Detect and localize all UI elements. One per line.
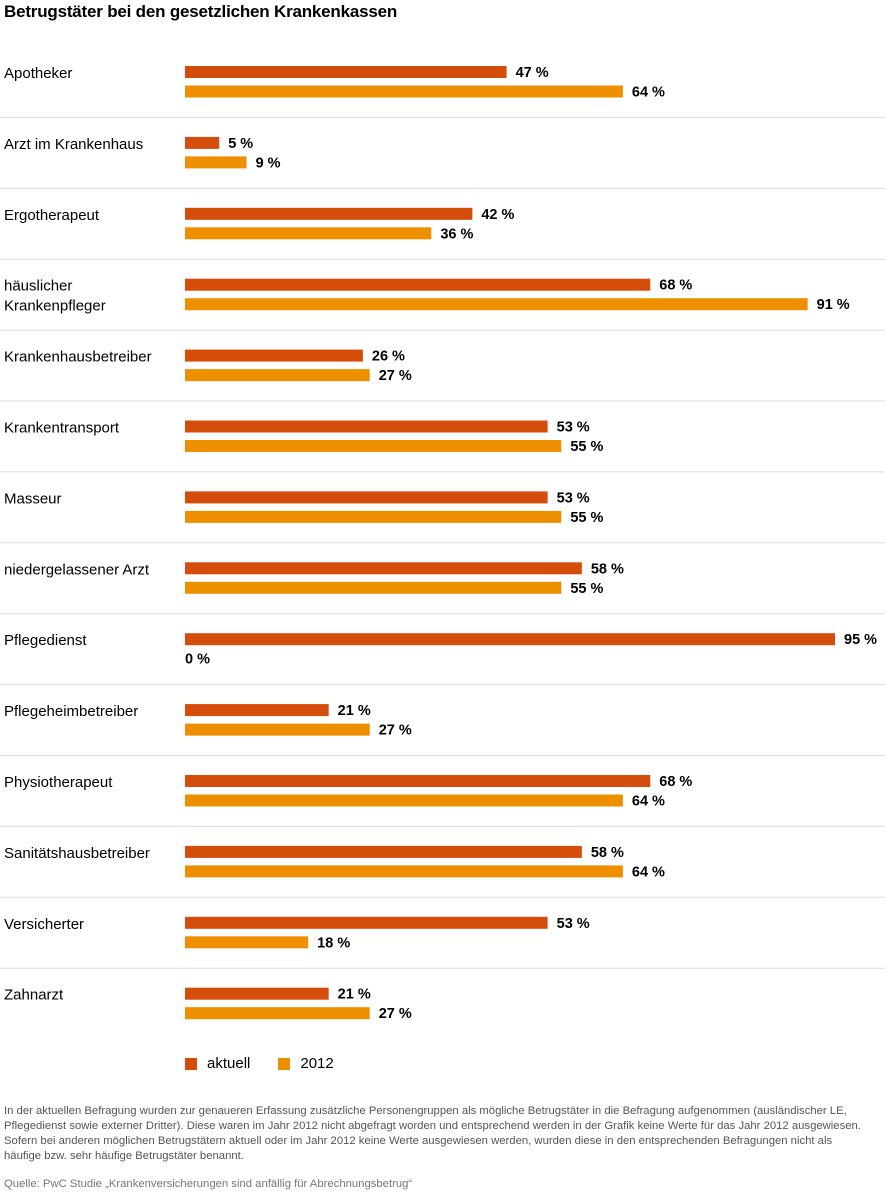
- bar-aktuell: [185, 562, 582, 575]
- value-label: 21 %: [338, 703, 371, 719]
- bar-2012: [185, 865, 623, 878]
- bar-aktuell: [185, 987, 329, 1000]
- category-label: Versicherter: [4, 916, 84, 933]
- value-label: 64 %: [632, 794, 665, 810]
- value-label: 9 %: [256, 155, 281, 171]
- bar-2012: [185, 510, 562, 523]
- bar-aktuell: [185, 704, 329, 717]
- bar-aktuell: [185, 136, 220, 149]
- bar-2012: [185, 936, 309, 949]
- legend-label: 2012: [300, 1055, 334, 1072]
- value-label: 55 %: [570, 510, 603, 526]
- category-label: Krankenhausbetreiber: [4, 349, 152, 366]
- bar-aktuell: [185, 207, 473, 220]
- value-label: 21 %: [338, 987, 371, 1003]
- bar-aktuell: [185, 633, 835, 646]
- bar-aktuell: [185, 278, 651, 291]
- value-label: 64 %: [632, 864, 665, 880]
- legend-swatch: [185, 1057, 197, 1070]
- category-label: Arzt im Krankenhaus: [4, 136, 143, 153]
- value-label: 18 %: [317, 935, 350, 951]
- value-label: 53 %: [557, 490, 590, 506]
- value-label: 27 %: [379, 368, 412, 384]
- category-label: häuslicher Krankenpfleger: [4, 278, 106, 315]
- value-label: 26 %: [372, 349, 405, 365]
- value-label: 95 %: [844, 632, 877, 648]
- value-label: 55 %: [570, 581, 603, 597]
- chart-title: Betrugstäter bei den gesetzlichen Kranke…: [4, 2, 398, 21]
- bar-aktuell: [185, 916, 548, 929]
- bar-aktuell: [185, 775, 651, 787]
- category-label: Pflegedienst: [4, 632, 87, 649]
- category-label: niedergelassener Arzt: [4, 561, 150, 578]
- category-label: Sanitätshausbetreiber: [4, 845, 150, 862]
- category-label: Physiotherapeut: [4, 774, 113, 791]
- bar-2012: [185, 85, 623, 98]
- source-note: Quelle: PwC Studie „Krankenversicherunge…: [4, 1178, 413, 1190]
- bar-2012: [185, 156, 247, 169]
- legend-swatch: [278, 1057, 291, 1070]
- value-label: 27 %: [379, 1006, 412, 1022]
- category-label: Masseur: [4, 490, 62, 507]
- value-label: 58 %: [591, 845, 624, 861]
- value-label: 68 %: [659, 278, 692, 294]
- category-label: Apotheker: [4, 65, 72, 82]
- bar-2012: [185, 440, 562, 452]
- legend-item: aktuell: [185, 1055, 250, 1072]
- bar-2012: [185, 794, 623, 807]
- legend: aktuell 2012: [185, 1055, 362, 1072]
- bar-2012: [185, 227, 432, 240]
- value-label: 27 %: [379, 723, 412, 739]
- value-label: 53 %: [557, 916, 590, 932]
- value-label: 58 %: [591, 561, 624, 577]
- bar-aktuell: [185, 491, 548, 504]
- value-label: 64 %: [632, 85, 665, 101]
- bar-2012: [185, 369, 370, 382]
- value-label: 53 %: [557, 420, 590, 436]
- value-label: 68 %: [659, 774, 692, 790]
- bar-aktuell: [185, 845, 582, 858]
- value-label: 47 %: [516, 65, 549, 81]
- bar-2012: [185, 581, 562, 594]
- bar-aktuell: [185, 420, 548, 433]
- bar-2012: [185, 1007, 370, 1020]
- legend-label: aktuell: [207, 1055, 251, 1072]
- category-label: Pflegeheimbetreiber: [4, 703, 138, 720]
- value-label: 55 %: [570, 439, 603, 455]
- bar-2012: [185, 723, 370, 736]
- value-label: 36 %: [440, 226, 473, 242]
- category-label: Zahnarzt: [4, 987, 64, 1004]
- bar-chart: Apotheker 47 %64 %Arzt im Krankenhaus 5 %9…: [0, 65, 885, 1022]
- value-label: 5 %: [228, 136, 253, 152]
- value-label: 0 %: [185, 652, 210, 668]
- legend-item: 2012: [278, 1055, 334, 1072]
- bar-aktuell: [185, 66, 507, 78]
- footnote: In der aktuellen Befragung wurden zur ge…: [4, 1105, 861, 1162]
- value-label: 91 %: [817, 297, 850, 313]
- category-label: Ergotherapeut: [4, 207, 100, 224]
- bar-aktuell: [185, 349, 363, 362]
- value-label: 42 %: [481, 207, 514, 223]
- category-label: Krankentransport: [4, 420, 120, 437]
- bar-2012: [185, 298, 808, 311]
